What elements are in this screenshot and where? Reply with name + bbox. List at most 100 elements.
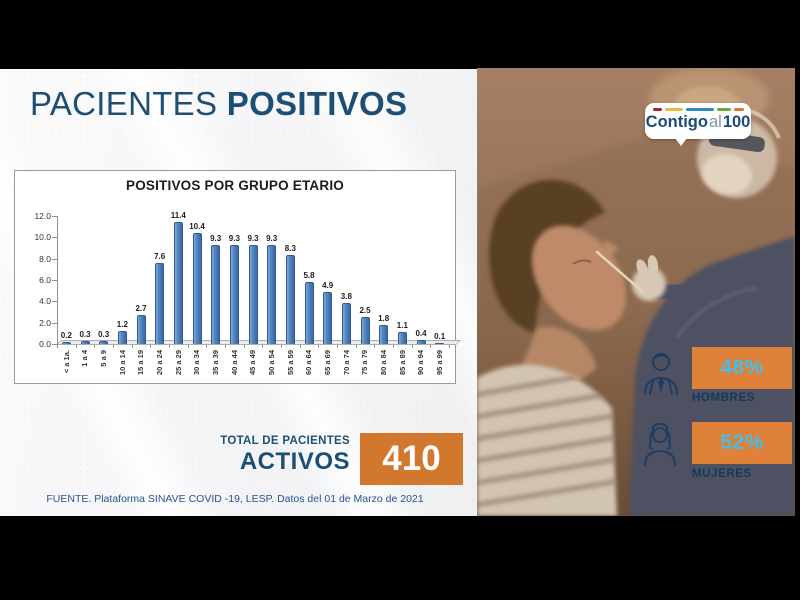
- bar: [379, 324, 389, 344]
- age-group-chart: POSITIVOS POR GRUPO ETARIO 12.0 10.0 8.0 6.…: [14, 170, 461, 384]
- x-tick-mark: [187, 345, 189, 348]
- hombres-percentage: 48%: [720, 356, 764, 379]
- bar: [155, 262, 165, 344]
- bar: [435, 342, 445, 344]
- x-tick-mark: [393, 345, 394, 348]
- x-tick-mark: [262, 345, 264, 348]
- x-axis-label: 1 a 4: [80, 350, 90, 367]
- x-axis-label: 90 a 94: [416, 350, 426, 376]
- total-patients-value: 410: [360, 433, 463, 485]
- x-tick-mark: [150, 345, 152, 348]
- bar: [211, 244, 221, 344]
- bar-value-label: 0.3: [79, 329, 91, 339]
- x-tick-mark: [225, 345, 226, 348]
- x-tick-mark: [75, 345, 77, 348]
- bar-value-label: 9.3: [247, 233, 259, 243]
- bar-value-label: 9.3: [210, 233, 222, 243]
- x-axis-label: 95 a 99: [435, 350, 445, 376]
- y-tick-label: 4.0: [39, 296, 51, 307]
- y-tick-label: 10.0: [34, 232, 51, 243]
- x-axis-label: < a 1a.: [61, 350, 71, 374]
- x-tick-mark: [243, 345, 245, 348]
- bar-value-label: 0.1: [434, 331, 446, 341]
- x-axis-label: 50 a 54: [267, 350, 277, 376]
- x-axis-label: 15 a 19: [136, 350, 146, 376]
- page-title-bold: POSITIVOS: [226, 85, 408, 122]
- bar: [80, 340, 90, 344]
- bar-value-label: 3.8: [340, 292, 352, 302]
- bar-value-label: 7.6: [154, 251, 166, 261]
- bar: [117, 331, 127, 344]
- x-tick-mark: [131, 345, 133, 348]
- bar-value-label: 8.3: [284, 244, 296, 254]
- bar-value-label: 4.9: [322, 280, 334, 290]
- x-axis-label: 35 a 39: [211, 350, 221, 376]
- contigo-al-100-logo: Contigoal100: [645, 103, 751, 146]
- x-tick-mark: [281, 345, 282, 348]
- bar: [397, 332, 407, 344]
- y-tick-label: 0.0: [39, 339, 51, 349]
- bar-value-label: 0.3: [98, 329, 110, 339]
- x-axis-label: 10 a 14: [117, 350, 127, 376]
- x-tick-mark: [169, 345, 170, 348]
- bar: [341, 303, 351, 344]
- bar: [416, 339, 426, 344]
- x-axis-label: 60 a 64: [304, 350, 314, 376]
- y-tick-mark: [52, 237, 57, 239]
- x-tick-mark: [299, 345, 301, 348]
- y-tick-label: 6.0: [39, 275, 51, 285]
- bar-value-label: 10.4: [189, 222, 205, 232]
- bar: [323, 291, 333, 344]
- x-tick-mark: [430, 345, 432, 348]
- woman-icon: [644, 423, 676, 466]
- x-tick-mark: [411, 345, 413, 348]
- y-tick-label: 12.0: [34, 211, 51, 221]
- x-tick-mark: [57, 345, 58, 348]
- x-axis-label: 40 a 44: [229, 350, 239, 376]
- x-tick-mark: [113, 345, 114, 348]
- bar-value-label: 9.3: [266, 233, 278, 243]
- y-tick-mark: [52, 344, 57, 345]
- bar: [304, 282, 314, 344]
- logo-text: Contigoal100: [645, 113, 751, 131]
- hombres-stat-box: 48%: [692, 347, 792, 389]
- page-title-regular: PACIENTES: [30, 85, 218, 122]
- bar-value-label: 1.1: [396, 321, 408, 331]
- photo-panel: Contigoal100 48% HOMBRES 52% MUJERES: [477, 68, 795, 516]
- bar-value-label: 0.4: [415, 328, 427, 338]
- x-axis-label: 55 a 59: [285, 350, 295, 376]
- x-tick-mark: [318, 345, 320, 348]
- bar: [360, 317, 370, 344]
- bar-value-label: 2.5: [359, 306, 371, 316]
- bar: [136, 315, 146, 344]
- hombres-label: HOMBRES: [692, 392, 755, 404]
- chart-plot-area: 12.0 10.0 8.0 6.0 4.0 2.0 0.0 0.2 < a 1a. 0.3 1 a …: [15, 171, 461, 383]
- y-tick-mark: [52, 216, 57, 217]
- x-axis-label: 30 a 34: [192, 350, 202, 376]
- x-tick-mark: [449, 345, 450, 348]
- x-axis-label: 45 a 49: [248, 350, 258, 376]
- y-tick-mark: [52, 258, 57, 260]
- x-tick-mark: [374, 345, 376, 348]
- x-axis-label: 25 a 29: [173, 350, 183, 376]
- x-tick-mark: [206, 345, 208, 348]
- page-title: PACIENTES POSITIVOS: [30, 85, 407, 123]
- x-tick-mark: [94, 345, 96, 348]
- mujeres-label: MUJERES: [692, 468, 752, 480]
- y-tick-label: 8.0: [39, 253, 51, 264]
- bar-value-label: 1.8: [378, 313, 390, 323]
- bar: [285, 255, 295, 344]
- total-patients-label: TOTAL DE PACIENTES ACTIVOS: [220, 435, 350, 475]
- bar-value-label: 1.2: [116, 320, 128, 330]
- y-tick-mark: [52, 280, 57, 281]
- y-tick-mark: [52, 301, 57, 303]
- x-axis-label: 65 a 69: [323, 350, 333, 376]
- chart-title: POSITIVOS POR GRUPO ETARIO: [126, 178, 344, 193]
- bar-value-label: 2.7: [135, 304, 147, 314]
- mujeres-percentage: 52%: [720, 431, 764, 454]
- data-source-note: FUENTE. Plataforma SINAVE COVID -19, LES…: [46, 493, 424, 505]
- y-tick-mark: [52, 322, 57, 324]
- bar: [248, 244, 258, 344]
- x-axis-label: 70 a 74: [341, 350, 351, 376]
